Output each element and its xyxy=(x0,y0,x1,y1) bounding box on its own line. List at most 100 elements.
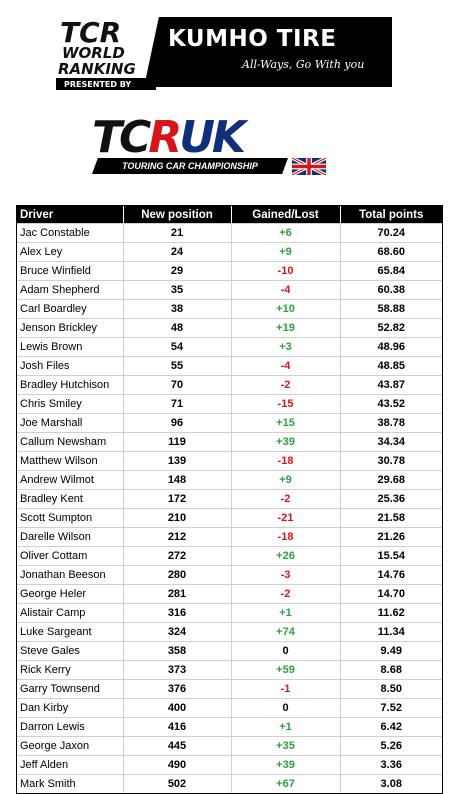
new-position: 48 xyxy=(123,318,232,338)
table-row: Scott Sumpton 210 -21 21.58 xyxy=(17,508,442,528)
total-points: 65.84 xyxy=(340,261,442,281)
new-position: 281 xyxy=(123,584,232,604)
new-position: 29 xyxy=(123,261,232,281)
driver-name: Adam Shepherd xyxy=(17,280,124,300)
header-banner: TCR WORLD RANKING PRESENTED BY KUMHO TIR… xyxy=(56,12,392,92)
wordmark-uk: UK xyxy=(179,112,246,163)
new-position: 119 xyxy=(123,432,232,452)
gained-lost: +6 xyxy=(231,223,341,243)
rankings-table: Driver New position Gained/Lost Total po… xyxy=(16,205,443,794)
table-row: George Jaxon 445 +35 5.26 xyxy=(17,736,442,756)
new-position: 54 xyxy=(123,337,232,357)
total-points: 21.58 xyxy=(340,508,442,528)
new-position: 24 xyxy=(123,242,232,262)
gained-lost: +9 xyxy=(231,470,341,490)
total-points: 6.42 xyxy=(340,717,442,737)
driver-name: Jac Constable xyxy=(17,223,124,243)
gained-lost: +67 xyxy=(231,774,341,793)
driver-name: Joe Marshall xyxy=(17,413,124,433)
new-position: 70 xyxy=(123,375,232,395)
new-position: 502 xyxy=(123,774,232,793)
driver-name: Alex Ley xyxy=(17,242,124,262)
tcr-logo-line3: RANKING xyxy=(58,60,136,78)
table-row: Lewis Brown 54 +3 48.96 xyxy=(17,337,442,357)
driver-name: Rick Kerry xyxy=(17,660,124,680)
table-header-row: Driver New position Gained/Lost Total po… xyxy=(17,206,442,224)
sponsor-panel xyxy=(144,17,392,87)
table-row: Carl Boardley 38 +10 58.88 xyxy=(17,299,442,319)
driver-name: Jonathan Beeson xyxy=(17,565,124,585)
total-points: 11.62 xyxy=(340,603,442,623)
gained-lost: +74 xyxy=(231,622,341,642)
gained-lost: -21 xyxy=(231,508,341,528)
new-position: 21 xyxy=(123,223,232,243)
gained-lost: +15 xyxy=(231,413,341,433)
gained-lost: +9 xyxy=(231,242,341,262)
gained-lost: +1 xyxy=(231,603,341,623)
total-points: 34.34 xyxy=(340,432,442,452)
gained-lost: +35 xyxy=(231,736,341,756)
total-points: 21.26 xyxy=(340,527,442,547)
table-row: Jenson Brickley 48 +19 52.82 xyxy=(17,318,442,338)
tcr-logo-line1: TCR xyxy=(60,16,121,49)
total-points: 3.36 xyxy=(340,755,442,775)
total-points: 43.87 xyxy=(340,375,442,395)
gained-lost: -2 xyxy=(231,584,341,604)
new-position: 400 xyxy=(123,698,232,718)
tcr-world-ranking-logo: TCR WORLD RANKING PRESENTED BY xyxy=(56,16,156,90)
driver-name: Steve Gales xyxy=(17,641,124,661)
total-points: 30.78 xyxy=(340,451,442,471)
gained-lost: +39 xyxy=(231,432,341,452)
table-row: Alistair Camp 316 +1 11.62 xyxy=(17,603,442,623)
table-row: Oliver Cottam 272 +26 15.54 xyxy=(17,546,442,566)
table-row: Mark Smith 502 +67 3.08 xyxy=(17,774,442,793)
driver-name: Scott Sumpton xyxy=(17,508,124,528)
driver-name: Alistair Camp xyxy=(17,603,124,623)
driver-name: Josh Files xyxy=(17,356,124,376)
driver-name: Matthew Wilson xyxy=(17,451,124,471)
tcr-logo-line4: PRESENTED BY xyxy=(64,80,131,89)
header-gained-lost: Gained/Lost xyxy=(231,206,341,224)
table-row: Bruce Winfield 29 -10 65.84 xyxy=(17,261,442,281)
table-row: Luke Sargeant 324 +74 11.34 xyxy=(17,622,442,642)
new-position: 210 xyxy=(123,508,232,528)
total-points: 14.76 xyxy=(340,565,442,585)
driver-name: George Heler xyxy=(17,584,124,604)
gained-lost: -15 xyxy=(231,394,341,414)
driver-name: Jenson Brickley xyxy=(17,318,124,338)
new-position: 316 xyxy=(123,603,232,623)
gained-lost: 0 xyxy=(231,641,341,661)
new-position: 139 xyxy=(123,451,232,471)
table-row: Andrew Wilmot 148 +9 29.68 xyxy=(17,470,442,490)
total-points: 9.49 xyxy=(340,641,442,661)
gained-lost: -2 xyxy=(231,489,341,509)
gained-lost: -4 xyxy=(231,280,341,300)
table-row: Darelle Wilson 212 -18 21.26 xyxy=(17,527,442,547)
driver-name: Bradley Hutchison xyxy=(17,375,124,395)
new-position: 71 xyxy=(123,394,232,414)
new-position: 172 xyxy=(123,489,232,509)
tcr-logo-line2: WORLD xyxy=(62,44,125,62)
gained-lost: +10 xyxy=(231,299,341,319)
tcr-uk-wordmark: TCRUK xyxy=(92,112,246,163)
table-row: Jac Constable 21 +6 70.24 xyxy=(17,223,442,243)
table-row: Chris Smiley 71 -15 43.52 xyxy=(17,394,442,414)
championship-strap: TOURING CAR CHAMPIONSHIP xyxy=(92,158,288,174)
gained-lost: -18 xyxy=(231,527,341,547)
total-points: 52.82 xyxy=(340,318,442,338)
gained-lost: +39 xyxy=(231,755,341,775)
new-position: 55 xyxy=(123,356,232,376)
gained-lost: 0 xyxy=(231,698,341,718)
driver-name: Andrew Wilmot xyxy=(17,470,124,490)
driver-name: Bruce Winfield xyxy=(17,261,124,281)
driver-name: Mark Smith xyxy=(17,774,124,793)
gained-lost: +19 xyxy=(231,318,341,338)
new-position: 324 xyxy=(123,622,232,642)
driver-name: Oliver Cottam xyxy=(17,546,124,566)
driver-name: Dan Kirby xyxy=(17,698,124,718)
new-position: 272 xyxy=(123,546,232,566)
total-points: 15.54 xyxy=(340,546,442,566)
total-points: 8.50 xyxy=(340,679,442,699)
table-row: Adam Shepherd 35 -4 60.38 xyxy=(17,280,442,300)
total-points: 70.24 xyxy=(340,223,442,243)
